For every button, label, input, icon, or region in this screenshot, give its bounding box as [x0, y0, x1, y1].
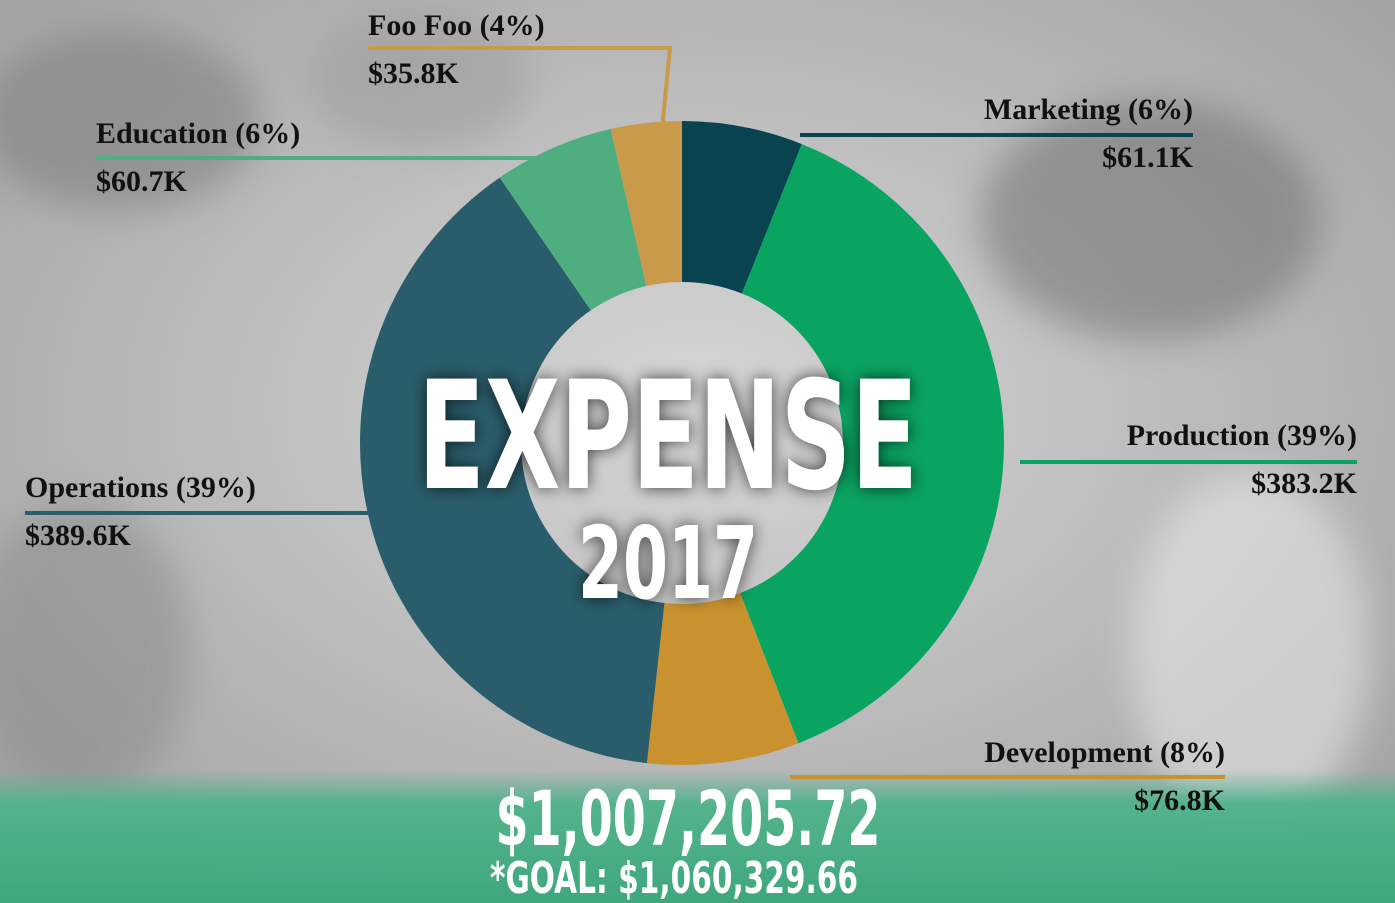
labels: Marketing (6%) $61.1K Production (39%) $383… [25, 9, 1358, 817]
value-label: $383.2K [1251, 467, 1358, 500]
slice [682, 121, 802, 294]
value-label: $76.8K [1134, 784, 1226, 817]
donut [360, 121, 1005, 765]
slice [740, 144, 1005, 744]
category-label: Marketing (6%) [984, 93, 1193, 126]
value-label: $35.8K [368, 57, 460, 90]
category-label: Foo Foo (4%) [368, 9, 545, 42]
chart-title: EXPENSE [418, 350, 918, 524]
value-label: $389.6K [25, 519, 132, 552]
category-label: Operations (39%) [25, 471, 256, 504]
total-annotation: $1,007,205.72 [496, 774, 881, 863]
goal-annotation: *GOAL: $1,060,329.66 [490, 853, 858, 903]
slice [610, 121, 682, 286]
category-label: Production (39%) [1127, 419, 1357, 452]
slice [499, 128, 647, 311]
category-label: Education (6%) [96, 117, 300, 150]
background-photo [0, 10, 1370, 830]
leader-line [368, 46, 673, 151]
category-label: Development (8%) [984, 736, 1225, 769]
slice [360, 177, 665, 764]
value-label: $60.7K [96, 165, 188, 198]
slice [646, 593, 799, 765]
value-label: $61.1K [1102, 141, 1194, 174]
footer-band [0, 770, 1395, 903]
chart-subtitle: 2017 [578, 505, 758, 622]
